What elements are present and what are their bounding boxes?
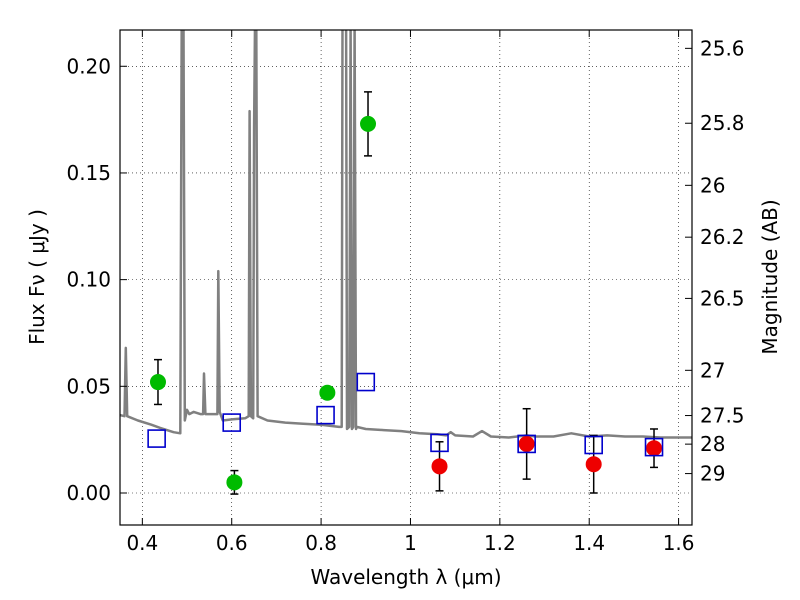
- model-point: [517, 434, 536, 454]
- data-point: [431, 458, 448, 475]
- y2-tick-label: 26.5: [700, 286, 745, 310]
- y2-tick-label: 25.8: [700, 111, 745, 135]
- data-point: [518, 435, 535, 452]
- y-tick-label: 0.10: [66, 268, 111, 292]
- y2-tick-label: 28: [700, 432, 725, 456]
- plot-frame: [119, 29, 693, 526]
- data-point: [319, 384, 336, 401]
- markers: [147, 115, 664, 491]
- ticks: [120, 30, 692, 525]
- data-point: [149, 374, 166, 391]
- spectrum-line: [120, 30, 692, 439]
- y-tick-label: 0.20: [66, 54, 111, 78]
- data-point: [585, 456, 602, 473]
- error-bars: [153, 91, 659, 495]
- grid: [120, 30, 692, 525]
- y2-axis-label: Magnitude (AB): [758, 199, 782, 354]
- x-tick-label: 1.4: [573, 531, 605, 555]
- y-tick-label: 0.15: [66, 161, 111, 185]
- y2-tick-label: 26: [700, 173, 725, 197]
- model-point: [644, 437, 664, 457]
- y-tick-label: 0.00: [66, 481, 111, 505]
- data-point: [646, 440, 663, 457]
- y-tick-label: 0.05: [66, 374, 111, 398]
- tick-labels: 0.4 0.6 0.8 1 1.2 1.4 1.6 0.00 0.05 0.10 0.15 0.20 2…: [66, 36, 744, 555]
- y2-tick-label: 27: [700, 358, 725, 382]
- data-point: [360, 115, 377, 132]
- y2-tick-label: 25.6: [700, 36, 745, 60]
- y2-tick-label: 27.5: [700, 404, 745, 428]
- spectrum: [120, 30, 692, 439]
- y-axis-label: Flux Fν ( μJy ): [25, 209, 49, 345]
- model-point: [356, 372, 376, 392]
- y2-tick-label: 29: [700, 462, 725, 486]
- x-tick-label: 0.4: [126, 531, 158, 555]
- x-axis-label: Wavelength λ (μm): [310, 565, 501, 589]
- x-tick-label: 0.8: [305, 531, 337, 555]
- y2-tick-label: 26.2: [700, 225, 745, 249]
- x-tick-label: 1.6: [663, 531, 695, 555]
- model-point: [430, 433, 449, 453]
- x-tick-label: 0.6: [216, 531, 248, 555]
- data-point: [226, 474, 243, 491]
- model-point: [147, 429, 166, 448]
- x-tick-label: 1.2: [484, 531, 516, 555]
- model-point: [584, 435, 603, 455]
- model-point: [316, 405, 335, 425]
- model-point: [222, 413, 242, 432]
- x-tick-label: 1: [404, 531, 417, 555]
